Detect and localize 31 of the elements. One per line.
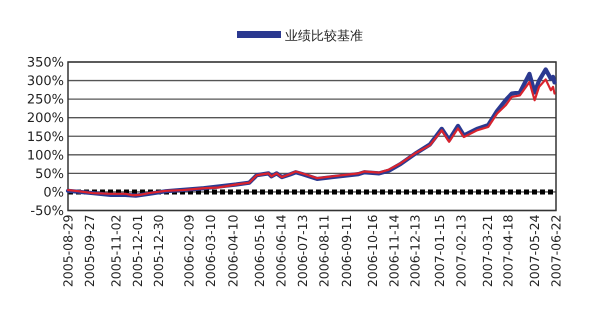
y-tick-label: 350% (26, 56, 64, 70)
y-tick-label: 100% (26, 148, 64, 164)
x-tick-label: 2006-03-10 (202, 214, 218, 288)
y-tick-label: 200% (26, 111, 64, 126)
x-tick-label: 2007-04-18 (500, 214, 516, 288)
y-tick-label: 50% (35, 166, 64, 182)
x-tick-label: 2006-06-14 (274, 214, 289, 288)
x-tick-label: 2006-05-16 (252, 214, 268, 288)
x-tick-label: 2006-04-10 (226, 214, 241, 288)
x-tick-label: 2006-07-13 (294, 214, 310, 288)
x-tick-label: 2007-01-15 (432, 214, 448, 288)
x-tick-label: 2005-12-01 (130, 214, 145, 288)
x-tick-label: 2005-09-27 (82, 214, 97, 288)
x-tick-label: 2007-06-22 (548, 214, 564, 288)
x-tick-label: 2006-09-11 (339, 214, 354, 288)
x-tick-label: 2006-11-14 (386, 214, 402, 288)
y-tick-label: 0% (43, 185, 64, 200)
x-tick-label: 2007-05-24 (527, 214, 542, 288)
x-tick-label: 2007-02-13 (453, 214, 468, 288)
x-tick-label: 2006-08-11 (316, 214, 332, 288)
x-tick-label: 2007-03-21 (480, 214, 495, 288)
y-tick-label: 150% (26, 130, 64, 145)
x-tick-label: 2005-12-30 (151, 214, 166, 288)
x-tick-label: 2006-12-13 (408, 214, 423, 288)
legend: 业绩比较基准 (237, 29, 363, 44)
y-tick-label: 300% (26, 74, 64, 90)
legend-label: 业绩比较基准 (285, 29, 363, 44)
x-tick-label: 2005-11-02 (108, 214, 124, 288)
y-tick-label: 250% (26, 92, 64, 108)
x-tick-label: 2006-10-16 (364, 214, 380, 288)
x-tick-label: 2006-02-09 (181, 214, 196, 288)
